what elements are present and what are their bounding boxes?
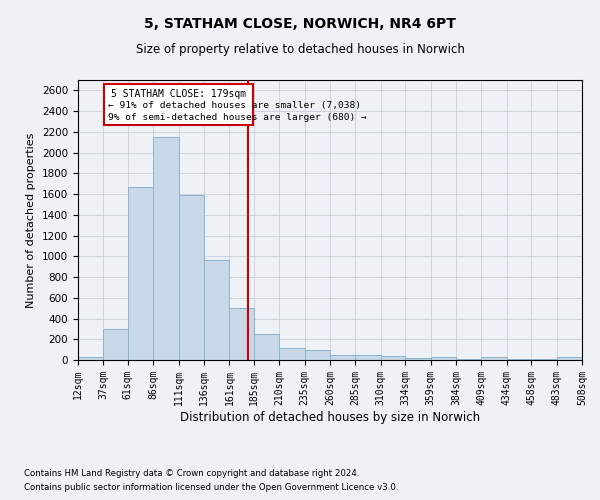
- Bar: [104, 84, 253, 124]
- X-axis label: Distribution of detached houses by size in Norwich: Distribution of detached houses by size …: [180, 410, 480, 424]
- Bar: [204, 260, 229, 360]
- Bar: [279, 348, 305, 360]
- Bar: [153, 137, 179, 360]
- Bar: [179, 194, 204, 360]
- Bar: [557, 358, 582, 360]
- Bar: [254, 334, 279, 360]
- Text: 5, STATHAM CLOSE, NORWICH, NR4 6PT: 5, STATHAM CLOSE, NORWICH, NR4 6PT: [144, 18, 456, 32]
- Bar: [103, 329, 128, 360]
- Text: 5 STATHAM CLOSE: 179sqm: 5 STATHAM CLOSE: 179sqm: [111, 89, 246, 99]
- Bar: [305, 350, 330, 360]
- Text: Size of property relative to detached houses in Norwich: Size of property relative to detached ho…: [136, 42, 464, 56]
- Bar: [481, 358, 507, 360]
- Bar: [355, 355, 381, 360]
- Bar: [330, 355, 355, 360]
- Text: ← 91% of detached houses are smaller (7,038): ← 91% of detached houses are smaller (7,…: [109, 101, 361, 110]
- Bar: [128, 187, 153, 360]
- Bar: [431, 357, 456, 360]
- Y-axis label: Number of detached properties: Number of detached properties: [26, 132, 37, 308]
- Text: 9% of semi-detached houses are larger (680) →: 9% of semi-detached houses are larger (6…: [109, 113, 367, 122]
- Text: Contains public sector information licensed under the Open Government Licence v3: Contains public sector information licen…: [24, 484, 398, 492]
- Text: Contains HM Land Registry data © Crown copyright and database right 2024.: Contains HM Land Registry data © Crown c…: [24, 468, 359, 477]
- Bar: [381, 356, 405, 360]
- Bar: [405, 358, 431, 360]
- Bar: [78, 358, 103, 360]
- Bar: [229, 308, 254, 360]
